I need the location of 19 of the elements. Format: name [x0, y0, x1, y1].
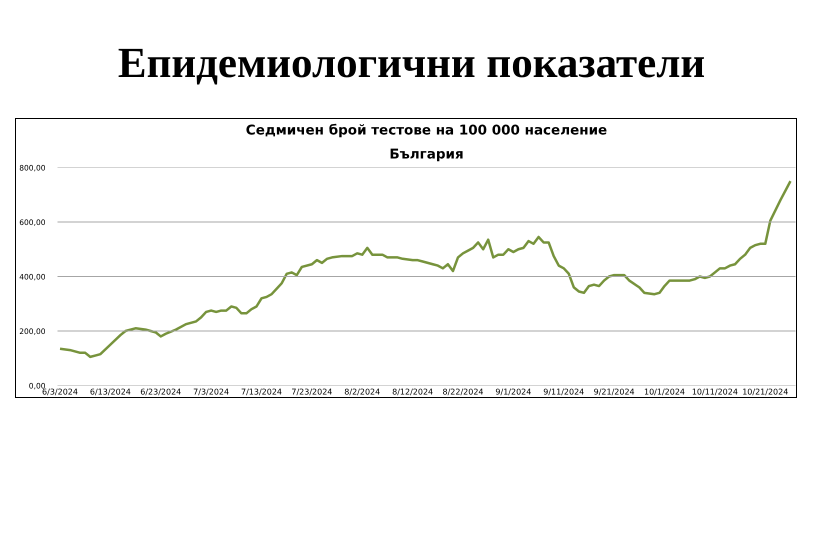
x-tick-label: 10/11/2024: [692, 388, 738, 396]
line-series: [58, 180, 792, 358]
x-tick-label: 9/1/2024: [495, 388, 532, 396]
x-tick-label: 6/3/2024: [42, 388, 78, 396]
x-tick-label: 6/13/2024: [90, 388, 131, 396]
x-tick-label: 9/11/2024: [543, 388, 584, 396]
chart-subtitle: България: [389, 146, 464, 162]
chart-title: Седмичен брой тестове на 100 000 население: [246, 122, 608, 138]
x-tick-label: 8/22/2024: [442, 388, 484, 396]
x-tick-label: 7/3/2024: [193, 388, 230, 396]
x-tick-label: 7/13/2024: [241, 388, 282, 396]
x-tick-label: 9/21/2024: [594, 388, 635, 396]
x-tick-label: 8/2/2024: [344, 388, 380, 396]
x-tick-label: 8/12/2024: [392, 388, 434, 396]
x-tick-label: 7/23/2024: [291, 388, 332, 396]
x-tick-label: 10/21/2024: [742, 388, 788, 396]
text: Епидемиологични показатели: [118, 40, 706, 88]
x-tick-label: 6/23/2024: [140, 388, 182, 396]
x-tick-label: 10/1/2024: [644, 388, 686, 396]
